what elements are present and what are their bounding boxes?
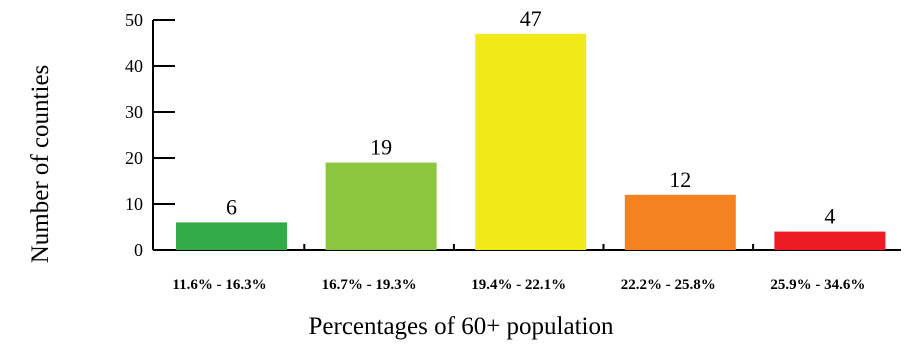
bar xyxy=(325,162,437,250)
y-tick-label: 40 xyxy=(125,56,143,76)
category-label: 25.9% - 34.6% xyxy=(770,277,865,293)
bar xyxy=(774,231,886,250)
data-label: 47 xyxy=(520,6,542,31)
y-axis-title: Number of counties xyxy=(27,65,54,264)
data-label: 19 xyxy=(370,135,392,160)
y-tick-label: 10 xyxy=(125,194,143,214)
bar xyxy=(176,222,287,250)
bar xyxy=(475,33,587,250)
y-tick-label: 50 xyxy=(125,10,143,30)
category-label: 11.6% - 16.3% xyxy=(172,277,266,293)
plot-area: 0 10 20 30 40 50 6 11.6% - 16.3% 19 16.7% - 19.3%… xyxy=(125,6,901,293)
category-label: 16.7% - 19.3% xyxy=(322,277,417,293)
data-label: 6 xyxy=(226,194,237,219)
x-axis-title: Percentages of 60+ population xyxy=(309,313,614,340)
data-label: 4 xyxy=(824,204,835,229)
y-tick-label: 0 xyxy=(134,240,143,260)
y-tick-label: 20 xyxy=(125,148,143,168)
data-label: 12 xyxy=(669,167,691,192)
category-label: 19.4% - 22.1% xyxy=(471,277,566,293)
category-label: 22.2% - 25.8% xyxy=(621,277,716,293)
bar xyxy=(624,194,736,250)
y-tick-label: 30 xyxy=(125,102,143,122)
